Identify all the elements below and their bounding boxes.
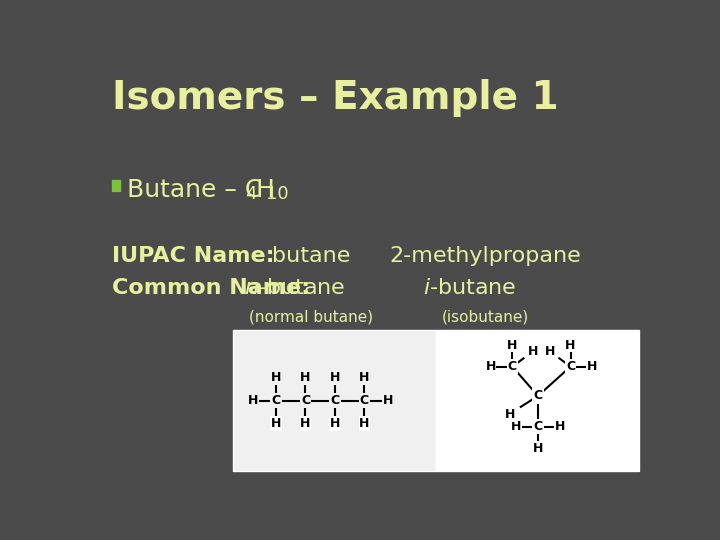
Text: C: C	[301, 394, 310, 407]
Text: (normal butane): (normal butane)	[249, 310, 373, 325]
Text: H: H	[507, 339, 518, 352]
Text: H: H	[359, 371, 369, 384]
Text: H: H	[271, 417, 282, 430]
Text: H: H	[565, 339, 576, 352]
Bar	[112, 180, 120, 191]
Text: H: H	[382, 394, 393, 407]
Bar	[436, 330, 639, 470]
Text: H: H	[300, 371, 310, 384]
Text: H: H	[330, 371, 340, 384]
Text: H: H	[485, 360, 496, 373]
Text: $\it{i}$-butane: $\it{i}$-butane	[423, 278, 516, 298]
Text: 4: 4	[245, 185, 256, 203]
Text: H: H	[528, 345, 539, 357]
Text: H: H	[359, 417, 369, 430]
Text: H: H	[533, 442, 543, 455]
Text: H: H	[511, 420, 521, 433]
Text: C: C	[508, 360, 517, 373]
Text: Butane – C: Butane – C	[127, 178, 263, 202]
Text: 2-methylpropane: 2-methylpropane	[390, 246, 581, 266]
Text: C: C	[330, 394, 339, 407]
Text: H: H	[505, 408, 516, 421]
Text: H: H	[271, 371, 282, 384]
Text: C: C	[271, 394, 281, 407]
Text: (isobutane): (isobutane)	[441, 310, 529, 325]
Text: H: H	[300, 417, 310, 430]
Text: H: H	[255, 178, 274, 202]
Text: Isomers – Example 1: Isomers – Example 1	[112, 79, 558, 117]
Text: H: H	[554, 420, 564, 433]
Text: H: H	[330, 417, 340, 430]
Text: C: C	[360, 394, 369, 407]
Text: C: C	[534, 420, 542, 433]
Text: $\it{n}$-butane: $\it{n}$-butane	[244, 278, 346, 298]
Text: butane: butane	[271, 246, 350, 266]
Bar	[233, 330, 436, 470]
Text: H: H	[248, 394, 258, 407]
Text: C: C	[566, 360, 575, 373]
Text: IUPAC Name:: IUPAC Name:	[112, 246, 274, 266]
Text: C: C	[534, 389, 542, 402]
Text: Common Name:: Common Name:	[112, 278, 310, 298]
Text: H: H	[544, 345, 555, 357]
Text: 10: 10	[266, 185, 289, 203]
Text: H: H	[587, 360, 598, 373]
